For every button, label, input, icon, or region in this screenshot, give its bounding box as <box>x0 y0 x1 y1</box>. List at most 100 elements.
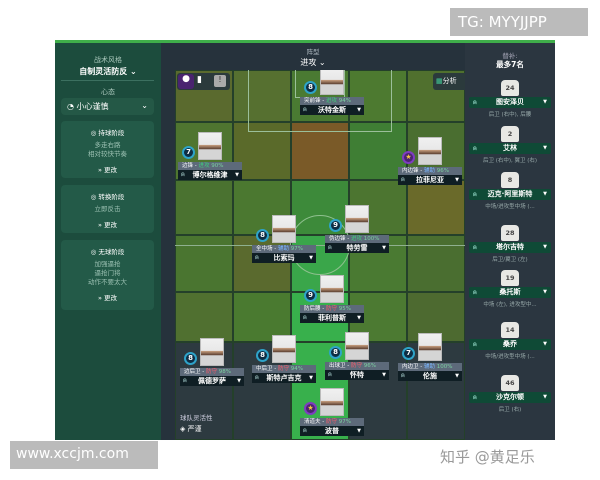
player-badge: 8 <box>256 229 269 242</box>
phase-card-out-of-possession: ◎ 无球阶段 加强逼抢 逼抢门将 动作不要太大 » 更改 <box>61 240 154 310</box>
halfway-line <box>175 245 465 246</box>
stats-bar-icon[interactable]: ▮ <box>197 75 202 85</box>
watermark-site: www.xccjm.com <box>10 441 158 469</box>
player-role[interactable]: 全中场 - 辅助 97% <box>252 245 316 253</box>
chevron-down-icon: ▼ <box>309 255 313 261</box>
warning-icon[interactable]: ! <box>214 75 226 87</box>
pitch-zone <box>407 235 465 292</box>
player-badge: ★ <box>402 151 415 164</box>
player-photo <box>272 215 296 243</box>
player-photo <box>320 388 344 416</box>
chevron-down-icon: ▼ <box>235 172 239 178</box>
player-photo <box>320 275 344 303</box>
player-name[interactable]: ⍝ 比索玛 ▼ <box>252 253 316 263</box>
formation-dropdown[interactable]: 进攻 ⌄ <box>161 57 465 68</box>
player-role[interactable]: 边后卫 - 防守 98% <box>180 368 244 376</box>
phase-line: 立即反击 <box>94 205 121 213</box>
substitutes-panel: 替补: 最多7名 24 ⍝ 图安泽贝 ▼ 后卫 (右中), 后腰 2 ⍝ 艾林 ▼ 后卫 … <box>465 43 555 440</box>
person-icon: ⍝ <box>473 191 477 198</box>
person-icon: ⍝ <box>255 374 259 381</box>
phase-card-possession: ◎ 持球阶段 多走右路 相对较快节奏 » 更改 <box>61 121 154 178</box>
player-name[interactable]: ⍝ 拉菲尼亚 ▼ <box>398 175 462 185</box>
phase-line: 加强逼抢 <box>94 260 121 268</box>
substitute-position: 后卫/翼卫 (左) <box>492 257 528 263</box>
chevron-down-icon: ▼ <box>543 99 547 105</box>
player-name[interactable]: ⍝ 伦施 ▼ <box>398 371 462 381</box>
tactics-screen: 战术风格 自制灵活防反 ⌄ 心态 ◔ 小心谨慎 ⌄ ◎ 持球阶段 多走右路 相对较快… <box>55 40 555 440</box>
substitute-name[interactable]: ⍝ 艾林 ▼ <box>469 143 551 154</box>
pitch-zone <box>233 70 291 122</box>
pitch-zone <box>233 235 291 292</box>
phase-title: 转换阶段 <box>98 193 125 201</box>
chevron-down-icon: ▼ <box>543 394 547 400</box>
player-role[interactable]: 防后腰 - 防守 95% <box>300 305 364 313</box>
player-name[interactable]: ⍝ 博尔格维津 ▼ <box>178 170 242 180</box>
change-button[interactable]: » 更改 <box>97 166 118 174</box>
player-photo <box>345 205 369 233</box>
pitch-zone <box>175 235 233 292</box>
shirt-icon: 28 <box>501 225 519 241</box>
flexibility-value[interactable]: ◈ 严谨 <box>180 425 202 433</box>
substitute-name[interactable]: ⍝ 迈克·阿里斯特 ▼ <box>469 189 551 200</box>
player-name[interactable]: ⍝ 波普 ▼ <box>300 426 364 436</box>
player-name[interactable]: ⍝ 沃特金斯 ▼ <box>300 105 364 115</box>
player-role[interactable]: 突前锋 - 进攻 94% <box>300 97 364 105</box>
player-badge: 7 <box>402 347 415 360</box>
player-name[interactable]: ⍝ 怀特 ▼ <box>325 370 389 380</box>
player-role[interactable]: 出球卫 - 防守 96% <box>325 362 389 370</box>
person-icon: ⍝ <box>473 289 477 296</box>
style-dropdown[interactable]: 自制灵活防反 ⌄ <box>55 66 161 77</box>
substitute-name[interactable]: ⍝ 塔尔吉特 ▼ <box>469 242 551 253</box>
substitute-position: 后卫 (右中), 后腰 <box>488 112 532 118</box>
change-button[interactable]: » 更改 <box>97 221 118 229</box>
player-view-icon[interactable]: ● <box>178 74 194 89</box>
substitute-name[interactable]: ⍝ 沙克尔顿 ▼ <box>469 392 551 403</box>
subs-limit: 最多7名 <box>496 60 524 69</box>
substitute-position: 后卫 (右中), 翼卫 (右) <box>482 158 538 164</box>
player-role[interactable]: 伪边锋 - 进攻 100% <box>325 235 389 243</box>
player-name[interactable]: ⍝ 菲利普斯 ▼ <box>300 313 364 323</box>
player-name[interactable]: ⍝ 特劳雷 ▼ <box>325 243 389 253</box>
substitute-name[interactable]: ⍝ 桑乔 ▼ <box>469 339 551 350</box>
analysis-button[interactable]: ▦分析 <box>433 73 465 90</box>
person-icon: ⍝ <box>328 244 332 251</box>
player-role[interactable]: 中后卫 - 防守 94% <box>252 365 316 373</box>
pitch-toolbar: ● ▮ ! <box>177 73 230 90</box>
possession-icon: ◎ <box>90 129 97 137</box>
player-role[interactable]: 内边卫 - 辅助 100% <box>398 363 462 371</box>
player-photo <box>345 332 369 360</box>
penalty-area <box>248 70 392 132</box>
player-role[interactable]: 内边锋 - 辅助 96% <box>398 167 462 175</box>
mentality-dropdown[interactable]: ◔ 小心谨慎 ⌄ <box>61 98 154 115</box>
chevron-down-icon: ▼ <box>357 107 361 113</box>
player-photo <box>272 335 296 363</box>
player-name[interactable]: ⍝ 斯特卢吉克 ▼ <box>252 373 316 383</box>
chevron-down-icon: ▼ <box>309 375 313 381</box>
flexibility-label: 球队灵活性 <box>180 414 213 422</box>
tactics-sidebar: 战术风格 自制灵活防反 ⌄ 心态 ◔ 小心谨慎 ⌄ ◎ 持球阶段 多走右路 相对较快… <box>55 43 161 440</box>
player-badge: 7 <box>182 146 195 159</box>
player-role[interactable]: 边锋 - 进攻 90% <box>178 162 242 170</box>
player-role[interactable]: 清道夫 - 防守 97% <box>300 418 364 426</box>
player-name[interactable]: ⍝ 佩德罗萨 ▼ <box>180 376 244 386</box>
substitute-name[interactable]: ⍝ 图安泽贝 ▼ <box>469 97 551 108</box>
substitute-name[interactable]: ⍝ 桑托斯 ▼ <box>469 287 551 298</box>
player-photo <box>418 137 442 165</box>
substitute-position: 中场/进攻型中场 (... <box>485 354 535 360</box>
shirt-icon: 46 <box>501 375 519 391</box>
chevron-down-icon: ▼ <box>455 177 459 183</box>
top-bar <box>55 40 555 43</box>
style-value: 自制灵活防反 <box>79 67 128 76</box>
subs-label: 替补: <box>502 52 518 60</box>
substitute-position: 中场/进攻型中场 (... <box>485 204 535 210</box>
chevron-down-icon: ⌄ <box>130 67 137 76</box>
person-icon: ⍝ <box>473 244 477 251</box>
substitute-position: 后卫 (右) <box>498 407 522 413</box>
watermark-zhihu: 知乎 @黄足乐 <box>440 448 535 466</box>
chevron-down-icon: ⌄ <box>141 101 148 110</box>
mentality-value: 小心谨慎 <box>76 102 109 111</box>
person-icon: ⍝ <box>401 372 405 379</box>
change-button[interactable]: » 更改 <box>97 294 118 302</box>
grid-icon: ▦ <box>436 77 443 85</box>
transition-icon: ◎ <box>90 193 97 201</box>
